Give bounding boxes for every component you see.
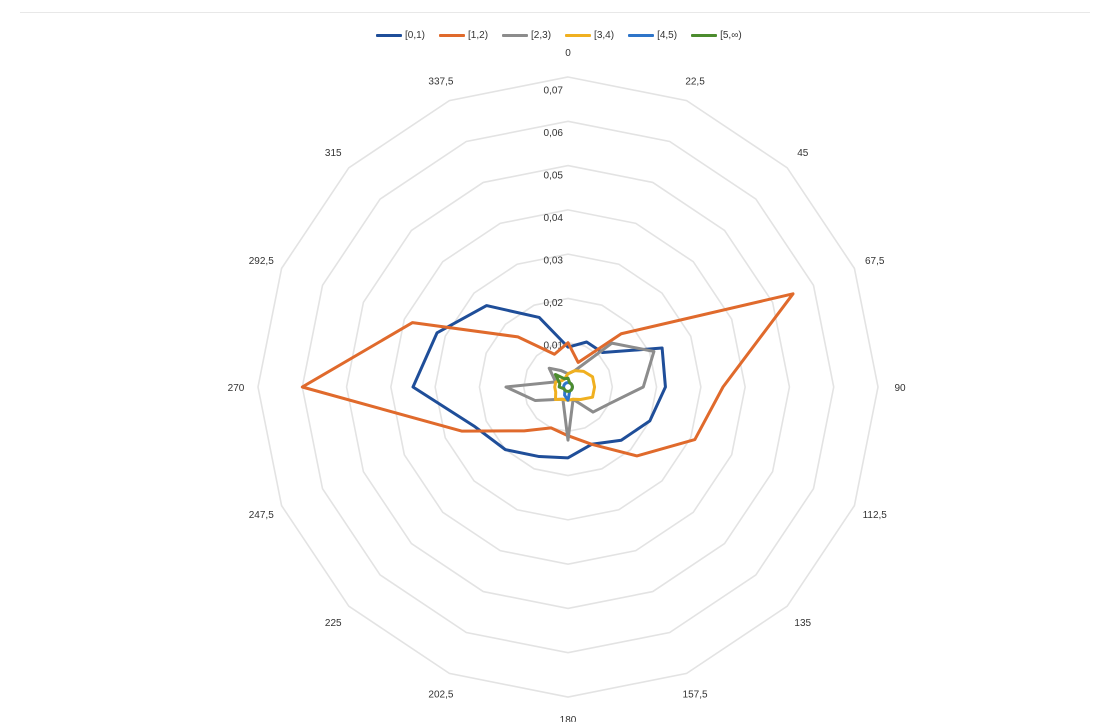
category-labels: 22,5 45 67,5 90 112,5 135 157,5 180 202,5 225 247,… <box>228 76 906 722</box>
legend-item-2-3: [2,3) <box>502 30 551 41</box>
legend-swatch <box>691 34 718 37</box>
grid-ring <box>390 209 746 565</box>
category-label: 90 <box>894 383 906 394</box>
radial-tick-label: 0,06 <box>544 128 564 139</box>
legend-label: [2,3) <box>531 30 552 41</box>
legend-swatch <box>565 34 592 37</box>
legend-item-0-1: [0,1) <box>376 30 425 41</box>
legend: [0,1) [1,2) [2,3) [3,4) [4,5) [5,∞) <box>376 30 742 41</box>
chart-frame <box>20 12 1090 717</box>
legend-item-3-4: [3,4) <box>565 30 614 41</box>
series-lines <box>300 292 795 460</box>
category-label: 337,5 <box>428 76 453 87</box>
category-label: 45 <box>797 148 809 159</box>
grid-ring <box>301 120 835 654</box>
legend-item-5-inf: [5,∞) <box>691 30 742 41</box>
legend-label: [0,1) <box>405 30 426 41</box>
category-label: 225 <box>325 618 342 629</box>
legend-label: [4,5) <box>657 30 678 41</box>
radial-tick-label: 0 <box>565 48 571 59</box>
radial-tick-label: 0,03 <box>544 255 564 266</box>
category-label: 202,5 <box>428 690 453 701</box>
grid-ring <box>434 253 702 521</box>
legend-item-1-2: [1,2) <box>439 30 488 41</box>
legend-label: [3,4) <box>594 30 615 41</box>
series-line <box>504 341 656 442</box>
category-label: 22,5 <box>685 76 705 87</box>
category-label: 247,5 <box>249 510 274 521</box>
legend-swatch <box>502 34 529 37</box>
legend-swatch <box>439 34 466 37</box>
category-label: 112,5 <box>863 510 888 521</box>
radial-grid <box>257 76 879 698</box>
category-label: 67,5 <box>865 256 885 267</box>
radial-tick-label: 0,05 <box>544 170 564 181</box>
radial-tick-label: 0,01 <box>544 340 564 351</box>
grid-ring <box>522 341 614 433</box>
legend-label: [1,2) <box>468 30 489 41</box>
series-line <box>553 372 574 393</box>
grid-ring <box>257 76 879 698</box>
legend-label: [5,∞) <box>720 30 742 41</box>
legend-swatch <box>628 34 655 37</box>
radial-tick-label: 0,04 <box>544 213 564 224</box>
category-label: 157,5 <box>683 690 708 701</box>
radial-ticks: 0,01 0,02 0,03 0,04 0,05 0,06 0,07 0 <box>544 48 572 351</box>
radial-tick-label: 0,02 <box>544 298 564 309</box>
grid-ring <box>345 164 791 610</box>
legend-swatch <box>376 34 402 37</box>
category-label: 135 <box>794 618 811 629</box>
radial-tick-label: 0,07 <box>544 85 564 96</box>
category-label: 180 <box>560 715 577 722</box>
category-label: 315 <box>325 148 342 159</box>
series-line <box>300 292 795 458</box>
legend-item-4-5: [4,5) <box>628 30 677 41</box>
category-label: 292,5 <box>249 256 274 267</box>
category-label: 270 <box>228 383 245 394</box>
grid-ring <box>478 297 658 477</box>
